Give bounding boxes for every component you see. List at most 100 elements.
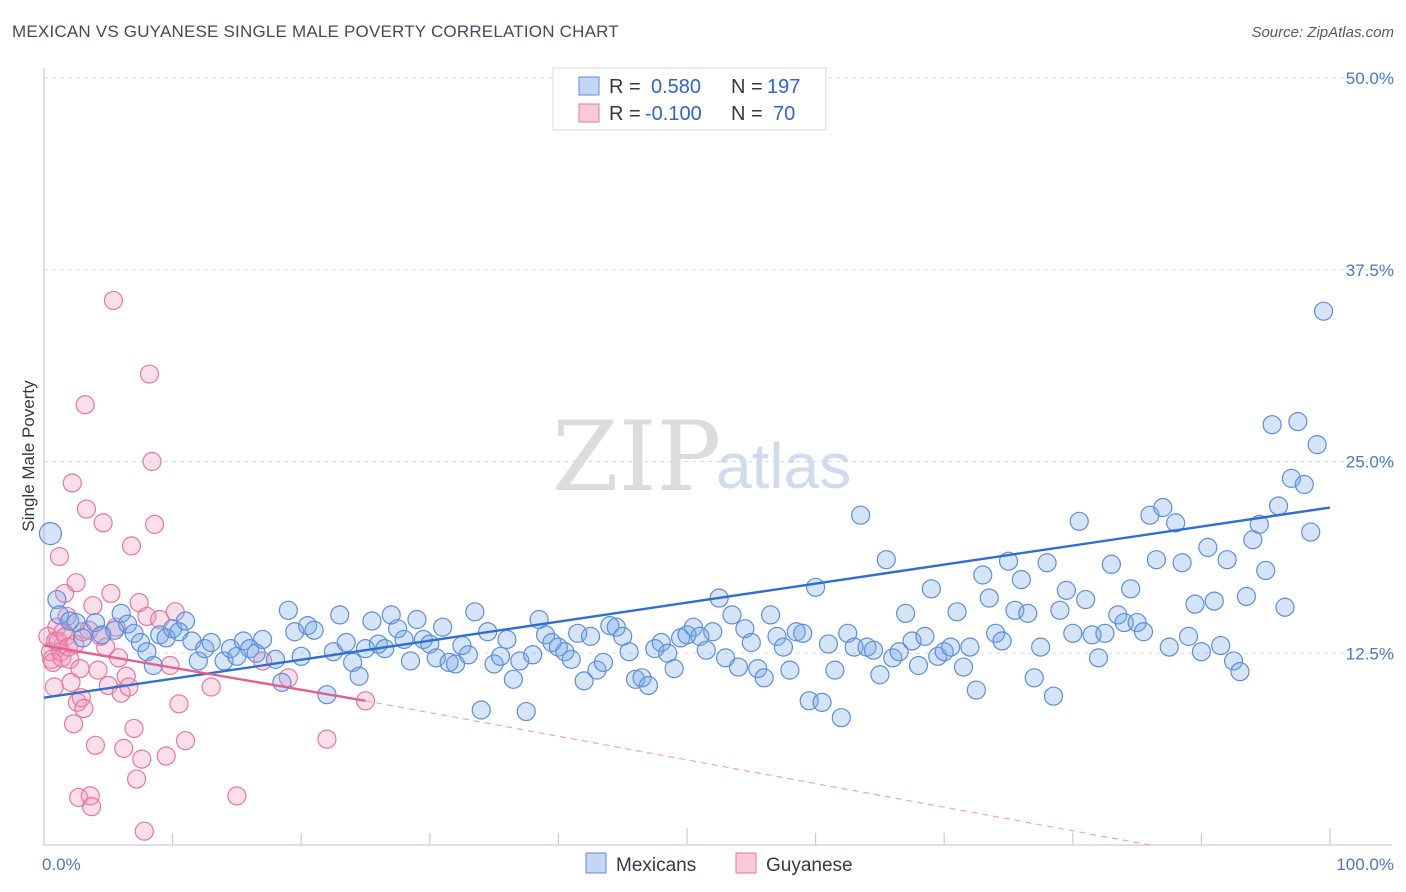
mexicans-point [1043,686,1064,706]
mexicans-point [111,603,131,623]
mexicans-point [201,632,221,653]
mexicans-point [471,700,491,720]
mexicans-point [889,642,909,662]
mexicans-point [1307,435,1327,455]
axes [43,68,1392,846]
mexicans-point [1069,511,1089,531]
guyanese-point [83,596,103,616]
legend-n-value-guyanese: 70 [773,103,795,125]
mexicans-point [1095,623,1115,643]
mexicans-point [1172,553,1192,573]
mexicans-point [960,637,980,657]
watermark-zip: ZIP [552,401,721,513]
x-tick-label-max: 100.0% [1336,855,1394,874]
guyanese-point [126,769,147,789]
mexicans-point [818,634,839,654]
mexicans-point [754,668,774,688]
mexicans-point [1223,651,1244,671]
mexicans-point [49,605,70,625]
mexicans-point [426,648,446,668]
mexicans-point [619,642,639,662]
y-tick-labels: 12.5% 25.0% 37.5% 50.0% [1346,69,1394,663]
mexicans-point [516,701,536,722]
mexicans-point [953,657,974,677]
mexicans-point [966,680,986,700]
legend-r-label-2: R = [609,103,641,125]
mexicans-point [780,660,800,680]
mexicans-point [188,651,208,671]
mexicans-point [786,622,806,642]
mexicans-point [1050,600,1070,620]
guyanese-point [175,731,196,751]
mexicans-point [741,632,761,653]
mexicans-point [555,642,575,662]
series-mexicans-points [38,301,1334,728]
trend-lines [43,506,1331,846]
mexicans-point [1211,635,1231,656]
legend-r-value-guyanese: -0.100 [645,103,702,125]
mexicans-point [1121,579,1141,599]
mexicans-point [92,625,112,645]
mexicans-point [1230,662,1250,682]
guyanese-point [101,583,121,604]
mexicans-point [1108,605,1128,625]
mexicans-point [851,505,871,525]
mexicans-point [908,655,929,676]
guyanese-point [66,573,86,593]
source-label: Source: ZipAtlas.com [1251,24,1394,41]
mexicans-point [1301,522,1321,542]
mexicans-point [1018,603,1038,623]
mexicans-point [1288,412,1308,432]
mexicans-point [921,579,941,599]
mexicans-point [902,631,922,651]
guyanese-point [76,499,97,519]
series-guyanese-points [38,290,376,841]
mexicans-point [497,629,517,650]
guyanese-point [75,395,95,415]
guyanese-point [70,658,90,679]
mexicans-point [278,600,298,620]
mexicans-point [896,603,916,623]
mexicans-point [696,640,716,660]
mexicans-point [1262,415,1282,435]
y-tick-label: 37.5% [1346,261,1394,280]
guyanese-point [139,364,160,384]
mexicans-point [1101,554,1121,574]
legend-n-label-1: N = [731,76,763,98]
mexicans-point [439,652,459,673]
mexicans-point [979,588,999,608]
guyanese-point [169,694,189,714]
mexicans-point [941,637,961,657]
x-tick-marks [43,828,1331,845]
guyanese-point [85,735,106,755]
mexicans-trend-line [43,506,1331,699]
guyanese-point [227,786,247,806]
guyanese-point [144,514,165,534]
mexicans-point [1024,668,1044,688]
mexicans-point [1088,648,1109,668]
guyanese-trend-line [43,644,366,702]
mexicans-point [805,577,826,597]
mexicans-point [407,609,427,630]
mexicans-point [760,605,781,625]
mexicans-point [304,620,324,640]
mexicans-point [265,649,286,669]
mexicans-point [38,521,63,546]
mexicans-point [574,671,594,691]
mexicans-point [947,602,967,622]
mexicans-point [349,666,369,686]
guyanese-point [61,672,81,692]
mexicans-point [1031,637,1051,657]
mexicans-point [561,649,581,669]
y-tick-label: 12.5% [1346,644,1394,663]
mexicans-point [1204,591,1224,611]
guyanese-point [43,652,63,673]
guyanese-point [124,718,144,739]
legend-n-label-2: N = [731,103,763,125]
y-tick-label: 50.0% [1346,69,1394,88]
mexicans-point [973,565,993,585]
guyanese-point [88,660,108,680]
mexicans-point [831,708,851,728]
mexicans-point [986,623,1006,643]
